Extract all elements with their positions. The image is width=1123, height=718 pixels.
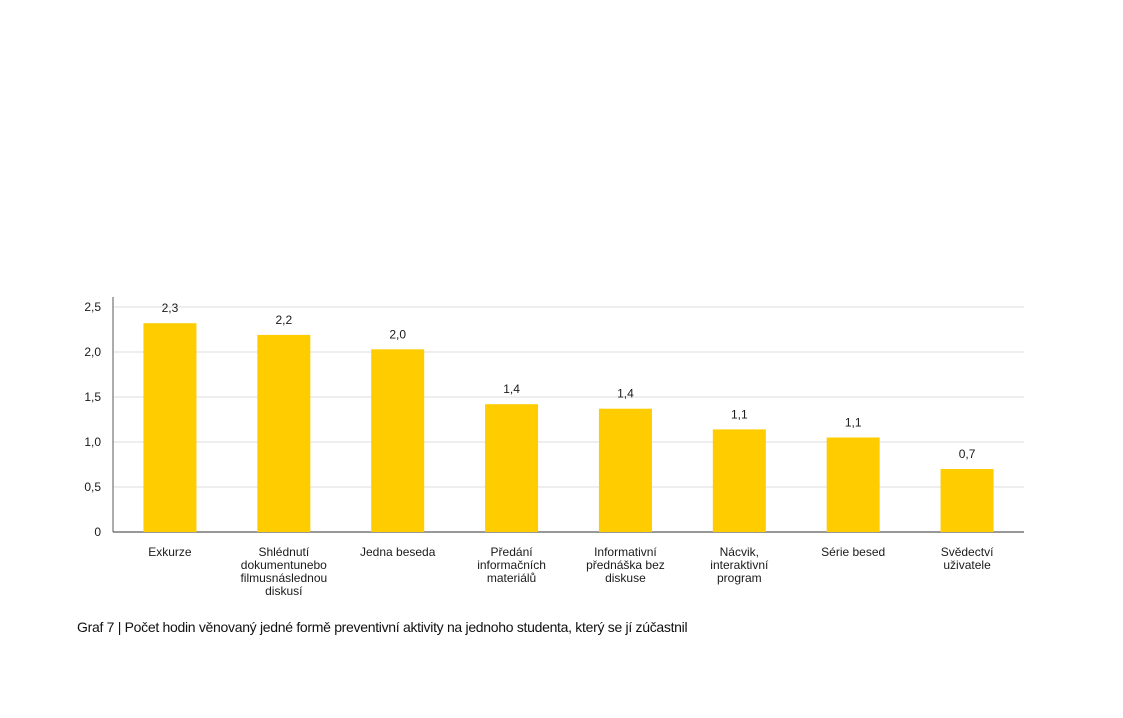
y-tick-label: 1,0 <box>84 435 101 449</box>
data-label: 1,4 <box>503 382 520 396</box>
category-label-line: Nácvik, <box>720 545 759 559</box>
category-label-line: Svědectví <box>941 545 994 559</box>
category-label: Exkurze <box>148 545 192 559</box>
category-label-line: program <box>717 571 762 585</box>
category-label-line: uživatele <box>943 558 991 572</box>
category-label-line: diskusí <box>265 584 303 598</box>
category-label-line: informačních <box>477 558 546 572</box>
y-tick-label: 0 <box>94 525 101 539</box>
category-label-line: Jedna beseda <box>360 545 436 559</box>
category-label-line: Shlédnutí <box>258 545 309 559</box>
category-label: Shlédnutí dokumentunebo filmusnáslednou dis… <box>240 545 327 598</box>
data-label: 1,1 <box>845 416 862 430</box>
category-label-line: Série besed <box>821 545 885 559</box>
bar <box>143 323 197 532</box>
bar <box>485 404 539 532</box>
category-label-line: diskuse <box>605 571 646 585</box>
category-label-line: filmusnáslednou <box>240 571 327 585</box>
y-tick-label: 0,5 <box>84 480 101 494</box>
category-label-line: materiálů <box>487 571 536 585</box>
category-label-line: Informativní <box>594 545 657 559</box>
category-label: Předání informačních materiálů <box>477 545 546 585</box>
category-label-line: Exkurze <box>148 545 192 559</box>
bar <box>257 334 311 532</box>
category-label-line: Předání <box>491 545 534 559</box>
bar <box>940 469 994 532</box>
y-tick-label: 2,0 <box>84 345 101 359</box>
y-tick-label: 2,5 <box>84 300 101 314</box>
chart-caption: Graf 7 | Počet hodin věnovaný jedné form… <box>77 619 688 635</box>
data-label: 1,4 <box>617 387 634 401</box>
bar-chart: 0 0,5 1,0 1,5 2,0 2,5 2,3 Exkurze 2,2 Shlédnutí do… <box>84 297 1024 598</box>
data-label: 2,0 <box>389 327 406 341</box>
category-label-line: interaktivní <box>710 558 769 572</box>
category-label: Jedna beseda <box>360 545 436 559</box>
bar <box>598 408 652 532</box>
category-label-line: dokumentunebo <box>241 558 327 572</box>
chart-svg: 0 0,5 1,0 1,5 2,0 2,5 2,3 Exkurze 2,2 Shlédnutí do… <box>84 297 1024 598</box>
category-label: Informativní přednáška bez diskuse <box>586 545 665 585</box>
bar <box>712 429 766 532</box>
data-label: 0,7 <box>959 447 976 461</box>
category-label: Série besed <box>821 545 885 559</box>
data-label: 1,1 <box>731 407 748 421</box>
category-label: Nácvik, interaktivní program <box>710 545 769 585</box>
category-label: Svědectví uživatele <box>941 545 994 572</box>
y-tick-label: 1,5 <box>84 390 101 404</box>
category-label-line: přednáška bez <box>586 558 665 572</box>
data-label: 2,2 <box>275 313 292 327</box>
bar <box>826 437 880 532</box>
data-label: 2,3 <box>162 301 179 315</box>
bar <box>371 349 425 532</box>
